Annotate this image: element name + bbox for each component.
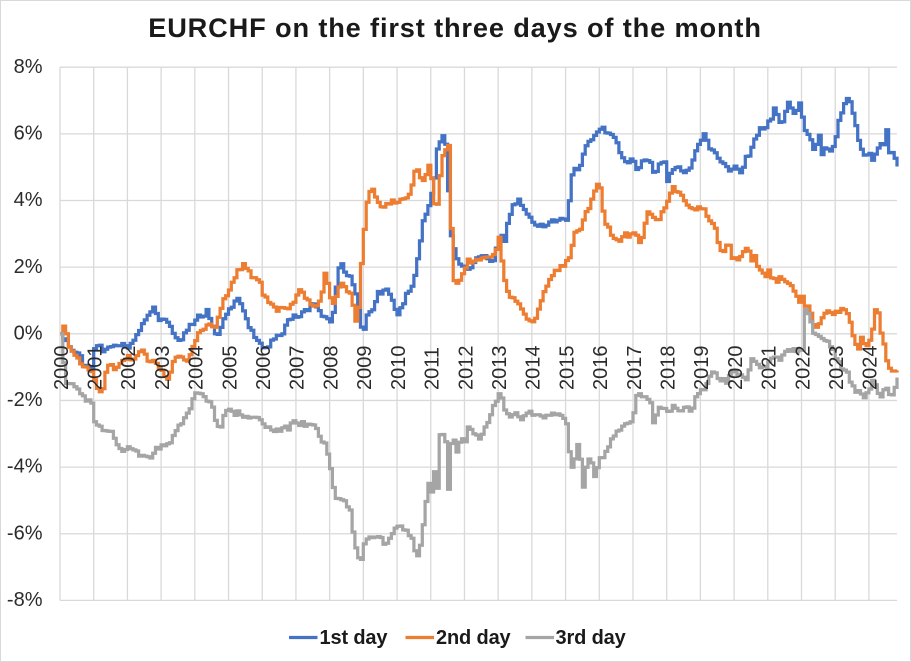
svg-text:0%: 0% xyxy=(14,322,43,344)
svg-text:2010: 2010 xyxy=(388,346,410,391)
svg-text:-2%: -2% xyxy=(7,389,43,411)
svg-text:3rd day: 3rd day xyxy=(556,627,627,649)
svg-text:2021: 2021 xyxy=(759,346,781,391)
svg-text:2024: 2024 xyxy=(860,346,882,391)
svg-text:2022: 2022 xyxy=(792,346,814,391)
svg-text:-6%: -6% xyxy=(7,522,43,544)
svg-text:2%: 2% xyxy=(14,256,43,278)
svg-text:2017: 2017 xyxy=(624,346,646,391)
svg-text:2019: 2019 xyxy=(691,346,713,391)
svg-text:8%: 8% xyxy=(14,56,43,78)
svg-text:2009: 2009 xyxy=(354,346,376,391)
svg-text:2002: 2002 xyxy=(118,346,140,391)
svg-text:2006: 2006 xyxy=(253,346,275,391)
svg-text:2015: 2015 xyxy=(556,346,578,391)
svg-text:2nd day: 2nd day xyxy=(436,627,512,649)
svg-text:2003: 2003 xyxy=(152,346,174,391)
svg-text:2023: 2023 xyxy=(826,346,848,391)
svg-text:1st day: 1st day xyxy=(320,627,389,649)
svg-text:4%: 4% xyxy=(14,189,43,211)
svg-text:2012: 2012 xyxy=(455,346,477,391)
svg-text:2008: 2008 xyxy=(320,346,342,391)
svg-text:-8%: -8% xyxy=(7,589,43,611)
svg-text:2014: 2014 xyxy=(523,346,545,391)
svg-text:2016: 2016 xyxy=(590,346,612,391)
svg-text:2000: 2000 xyxy=(51,346,73,391)
svg-text:2001: 2001 xyxy=(85,346,107,391)
svg-text:2004: 2004 xyxy=(186,346,208,391)
svg-text:2011: 2011 xyxy=(422,347,444,390)
svg-text:-4%: -4% xyxy=(7,456,43,478)
svg-text:2020: 2020 xyxy=(725,346,747,391)
svg-text:2013: 2013 xyxy=(489,346,511,391)
svg-text:2018: 2018 xyxy=(658,346,680,391)
svg-text:EURCHF on the first three days: EURCHF on the first three days of the mo… xyxy=(148,12,762,43)
svg-text:2007: 2007 xyxy=(287,346,309,391)
svg-text:2005: 2005 xyxy=(219,346,241,391)
svg-text:6%: 6% xyxy=(14,122,43,144)
